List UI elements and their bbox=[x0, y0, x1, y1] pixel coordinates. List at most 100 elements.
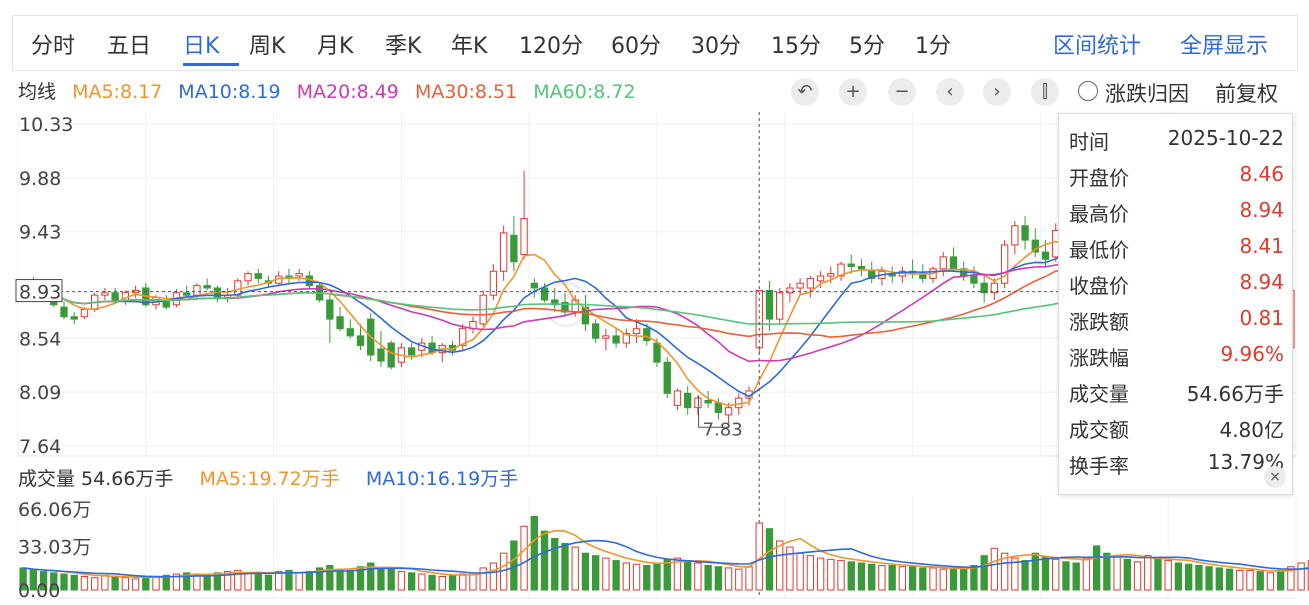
ma60-value: MA60:8.72 bbox=[533, 81, 636, 103]
candle-body bbox=[1000, 244, 1009, 284]
next-icon[interactable]: › bbox=[983, 78, 1011, 106]
tab-11[interactable]: 5分 bbox=[849, 34, 885, 59]
prev-icon[interactable]: ‹ bbox=[936, 78, 964, 106]
candle-body bbox=[673, 390, 682, 406]
y-tick-label: 8.09 bbox=[19, 382, 61, 404]
tab-7[interactable]: 120分 bbox=[519, 34, 583, 59]
volume-bar bbox=[857, 562, 866, 591]
volume-bar bbox=[244, 572, 252, 591]
candle-body bbox=[1041, 251, 1050, 260]
volume-bar bbox=[571, 546, 579, 591]
restore-label[interactable]: 涨跌归因 bbox=[1105, 82, 1189, 106]
candle-body bbox=[254, 273, 262, 279]
volume-bar bbox=[428, 574, 436, 591]
min-marker-line bbox=[698, 395, 730, 428]
candle-body bbox=[80, 309, 89, 318]
volume-bar bbox=[540, 530, 549, 591]
volume-bar bbox=[152, 576, 160, 591]
info-value: 4.80亿 bbox=[1219, 418, 1284, 442]
tab-5[interactable]: 季K bbox=[385, 34, 422, 59]
volume-bar bbox=[387, 568, 395, 591]
volume-bar bbox=[203, 574, 211, 591]
candle-body bbox=[60, 306, 68, 318]
candle-body bbox=[632, 328, 641, 334]
volume-bar bbox=[1133, 561, 1142, 591]
volume-bar bbox=[663, 558, 671, 591]
volume-bar bbox=[990, 547, 999, 591]
volume-bar bbox=[1031, 552, 1039, 591]
candle-body bbox=[765, 289, 774, 320]
volume-bar bbox=[1287, 566, 1295, 591]
tab-8[interactable]: 60分 bbox=[611, 34, 661, 59]
candle-body bbox=[622, 332, 630, 344]
tab-4[interactable]: 月K bbox=[317, 34, 354, 59]
info-key: 最低价 bbox=[1069, 238, 1129, 262]
tab-0[interactable]: 分时 bbox=[31, 34, 76, 59]
tab-10[interactable]: 15分 bbox=[771, 34, 821, 59]
volume-bar bbox=[581, 552, 590, 591]
candle-body bbox=[806, 277, 815, 289]
candle-body bbox=[1031, 239, 1039, 253]
tab-6[interactable]: 年K bbox=[451, 34, 488, 59]
adjust-label[interactable]: 前复权 bbox=[1215, 82, 1278, 106]
volume-label: 成交量 54.66万手 bbox=[18, 468, 174, 490]
info-row: 开盘价 8.46 bbox=[1069, 162, 1284, 194]
tab-3[interactable]: 周K bbox=[249, 34, 286, 59]
close-icon[interactable]: × bbox=[1264, 466, 1286, 488]
volume-bar bbox=[939, 568, 947, 591]
volume-bar bbox=[264, 574, 273, 591]
volume-bar bbox=[1164, 560, 1172, 591]
tab-9[interactable]: 30分 bbox=[691, 34, 741, 59]
volume-bar bbox=[131, 578, 140, 591]
volume-bar bbox=[970, 564, 978, 591]
volume-bar bbox=[1154, 557, 1162, 591]
candle-body bbox=[489, 270, 498, 296]
tab-1[interactable]: 五日 bbox=[107, 34, 152, 59]
candle-body bbox=[407, 347, 416, 356]
candle-body bbox=[1011, 225, 1019, 246]
volume-bar bbox=[1041, 556, 1050, 591]
volume-bar bbox=[1000, 552, 1009, 591]
volume-bar bbox=[39, 571, 48, 591]
fullscreen-link[interactable]: 全屏显示 bbox=[1180, 34, 1269, 59]
volume-bar bbox=[172, 573, 181, 591]
undo-icon[interactable]: ↶ bbox=[791, 78, 819, 106]
candle-body bbox=[1021, 225, 1029, 241]
volume-bar bbox=[786, 546, 794, 591]
volume-bar bbox=[254, 573, 262, 591]
candle-body bbox=[786, 287, 794, 294]
restore-radio[interactable] bbox=[1078, 81, 1098, 101]
y-tick-label: 8.54 bbox=[19, 328, 61, 350]
volume-bar bbox=[1195, 564, 1203, 591]
info-row: 涨跌额 0.81 bbox=[1069, 306, 1284, 338]
active-tab-underline bbox=[183, 63, 239, 66]
ma20-value: MA20:8.49 bbox=[296, 81, 399, 103]
tab-12[interactable]: 1分 bbox=[915, 34, 951, 59]
candle-body bbox=[612, 335, 620, 344]
volume-bar bbox=[1236, 569, 1244, 591]
volume-bar bbox=[285, 569, 293, 591]
volume-bar bbox=[878, 564, 886, 591]
candle-body bbox=[714, 402, 723, 413]
volume-bar bbox=[315, 567, 324, 591]
zoom-out-icon[interactable]: − bbox=[888, 78, 916, 106]
ma-legend: 均线 MA5:8.17 MA10:8.19 MA20:8.49 MA30:8.5… bbox=[18, 77, 646, 104]
candle-body bbox=[868, 270, 876, 279]
candle-type-icon[interactable]: ⫿ bbox=[1031, 78, 1059, 106]
info-row: 涨跌幅 9.96% bbox=[1069, 342, 1284, 374]
volume-bar bbox=[1184, 563, 1193, 591]
candle-body bbox=[377, 348, 385, 362]
candle-body bbox=[510, 234, 518, 263]
interval-stats-link[interactable]: 区间统计 bbox=[1053, 34, 1142, 59]
volume-bar bbox=[847, 561, 855, 591]
volume-bar bbox=[479, 567, 487, 591]
volume-bar bbox=[929, 567, 937, 591]
volume-bar bbox=[1021, 560, 1029, 591]
y-tick-label: 9.88 bbox=[19, 168, 61, 190]
candle-body bbox=[101, 292, 109, 296]
zoom-in-icon[interactable]: + bbox=[839, 78, 867, 106]
volume-bar bbox=[162, 574, 170, 591]
tab-2[interactable]: 日K bbox=[183, 34, 220, 59]
ma5-value: MA5:8.17 bbox=[72, 81, 163, 103]
